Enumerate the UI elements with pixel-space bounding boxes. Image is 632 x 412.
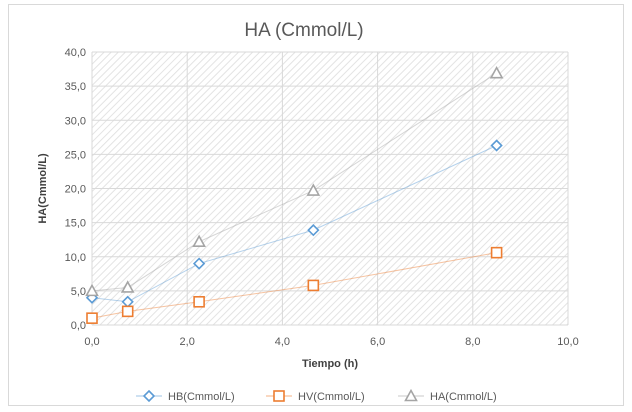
y-tick-label: 0,0 <box>71 320 86 332</box>
y-tick-label: 25,0 <box>65 149 86 161</box>
x-axis-ticks: 0,0 2,0 4,0 6,0 8,0 10,0 <box>84 336 578 348</box>
y-axis-label: HA(Cmmol/L) <box>37 153 49 224</box>
legend-entry: HV(Cmmol/L) <box>266 390 365 403</box>
data-point <box>192 257 206 270</box>
data-point <box>490 246 503 259</box>
grid <box>91 51 569 326</box>
legend-marker <box>273 390 285 402</box>
x-axis-label: Tiempo (h) <box>302 358 358 370</box>
x-tick-label: 0,0 <box>84 336 99 348</box>
series-group <box>85 65 504 324</box>
x-tick-label: 8,0 <box>465 336 480 348</box>
data-point <box>306 183 321 196</box>
x-tick-label: 4,0 <box>275 336 290 348</box>
data-point <box>307 224 320 237</box>
y-tick-label: 10,0 <box>65 252 86 264</box>
data-point <box>490 139 503 152</box>
data-point <box>86 312 98 324</box>
x-tick-label: 2,0 <box>180 336 195 348</box>
legend-label: HB(Cmmol/L) <box>168 391 235 403</box>
data-point <box>307 279 320 292</box>
data-point <box>85 283 99 297</box>
series-square <box>86 246 503 324</box>
legend-marker <box>404 388 418 402</box>
data-point <box>192 234 206 248</box>
series-triangle <box>85 65 504 297</box>
y-tick-label: 40,0 <box>65 47 86 59</box>
x-tick-label: 10,0 <box>557 336 578 348</box>
y-tick-label: 15,0 <box>65 218 86 230</box>
y-tick-label: 20,0 <box>65 184 86 196</box>
chart-title: HA (Cmmol/L) <box>244 20 363 41</box>
data-point <box>489 65 504 79</box>
legend-entry: HB(Cmmol/L) <box>136 389 235 403</box>
y-tick-label: 30,0 <box>65 115 86 127</box>
data-point <box>121 305 134 318</box>
data-point <box>120 280 135 293</box>
y-axis-ticks: 0,0 5,0 10,0 15,0 20,0 25,0 30,0 35,0 40,0 <box>65 47 86 332</box>
legend-marker <box>142 389 156 403</box>
data-point <box>193 295 205 308</box>
y-tick-label: 35,0 <box>65 81 86 93</box>
x-tick-label: 6,0 <box>370 336 385 348</box>
legend: HB(Cmmol/L) HV(Cmmol/L) HA(Cmmol/L) <box>136 388 497 403</box>
y-tick-label: 5,0 <box>71 286 86 298</box>
legend-label: HA(Cmmol/L) <box>430 391 497 403</box>
series-diamond <box>85 139 503 308</box>
legend-entry: HA(Cmmol/L) <box>398 388 497 403</box>
legend-label: HV(Cmmol/L) <box>298 391 365 403</box>
